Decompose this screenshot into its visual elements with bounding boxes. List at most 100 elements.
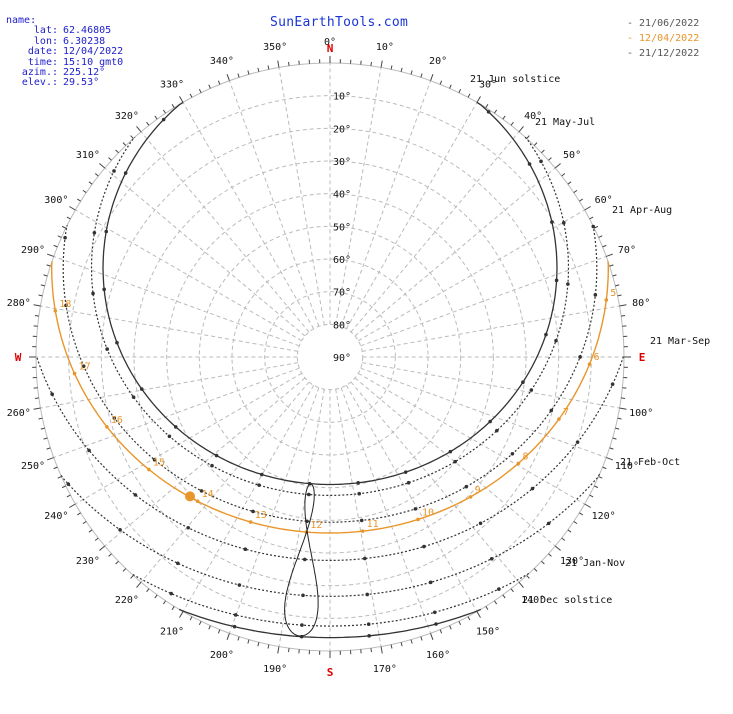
azimuth-tick (430, 73, 434, 81)
azimuth-tick (57, 235, 62, 238)
info-row: lon: 6.30238 (6, 35, 123, 47)
azimuth-spoke (140, 381, 310, 583)
azimuth-tick (288, 648, 290, 653)
azimuth-tick (154, 115, 158, 120)
azimuth-label: 70° (618, 245, 636, 256)
azimuth-tick (548, 157, 552, 161)
azimuth-tick (94, 537, 99, 541)
hour-marker (550, 220, 554, 224)
azimuth-tick (615, 427, 620, 430)
azimuth-tick (88, 529, 93, 533)
hour-marker (360, 529, 365, 533)
hour-label: 9 (475, 485, 481, 496)
azimuth-spoke (358, 372, 585, 505)
azimuth-spoke (335, 389, 382, 647)
hour-marker (167, 434, 172, 439)
hour-marker (428, 580, 433, 585)
azimuth-tick (82, 520, 87, 525)
hour-label: 11 (367, 519, 379, 530)
azimuth-label: 330° (160, 79, 184, 90)
hour-marker (105, 425, 109, 429)
azimuth-label: 130° (560, 556, 584, 567)
hour-marker (301, 593, 305, 598)
hour-marker (176, 561, 180, 566)
azimuth-tick (38, 417, 43, 420)
date-line (130, 572, 530, 627)
hour-marker (131, 395, 136, 399)
hour-marker (259, 472, 264, 477)
azimuth-tick (390, 644, 393, 649)
azimuth-spoke (340, 387, 432, 634)
azimuth-tick (584, 206, 591, 211)
azimuth-spoke (278, 389, 325, 647)
hour-marker (510, 451, 515, 456)
azimuth-tick (518, 126, 524, 133)
azimuth-tick (115, 560, 119, 565)
current-sun-marker (185, 491, 196, 502)
azimuth-tick (410, 70, 413, 75)
azimuth-label: 80° (632, 298, 650, 309)
azimuth-label: 160° (426, 650, 450, 661)
azimuth-tick (88, 181, 93, 185)
azimuth-spoke (104, 167, 306, 337)
hour-marker (448, 449, 453, 454)
info-row: azim.: 225.12° (6, 67, 123, 78)
azimuth-tick (122, 142, 127, 146)
azimuth-tick (617, 417, 622, 420)
elevation-label: 60° (333, 255, 351, 266)
azimuth-tick (612, 274, 617, 277)
azimuth-tick (53, 244, 58, 248)
azimuth-tick (162, 109, 167, 114)
azimuth-tick (561, 537, 566, 541)
hour-marker (81, 364, 86, 368)
hour-marker (251, 509, 255, 514)
azimuth-tick (66, 494, 71, 498)
date-line (36, 356, 624, 561)
azimuth-label: 140° (521, 595, 545, 606)
azimuth-tick (99, 545, 106, 551)
azimuth-tick (619, 304, 627, 307)
hour-label: 8 (522, 451, 528, 462)
azimuth-tick (410, 639, 413, 644)
hour-marker (413, 507, 418, 511)
azimuth-tick (458, 621, 462, 626)
cardinal-label: N (327, 42, 334, 55)
info-row: lat: 62.46805 (6, 25, 123, 36)
hour-marker (587, 362, 592, 366)
azimuth-spoke (362, 305, 620, 352)
azimuth-label: 40° (524, 111, 542, 122)
date-line (62, 225, 598, 523)
azimuth-tick (267, 65, 270, 70)
azimuth-tick (420, 73, 423, 78)
azimuth-spoke (350, 381, 520, 583)
elevation-ring (166, 193, 494, 521)
info-key: elev.: (21, 77, 58, 89)
info-key: lon: (33, 35, 58, 47)
hour-marker (105, 347, 109, 351)
azimuth-tick (226, 73, 230, 81)
brand-title: SunEarthTools.com (270, 15, 409, 30)
azimuth-tick (439, 629, 443, 634)
azimuth-tick (598, 235, 603, 238)
info-value: 12/04/2022 (63, 46, 124, 58)
hour-marker (233, 613, 238, 617)
azimuth-tick (46, 253, 54, 257)
azimuth-spoke (278, 67, 325, 325)
hour-marker (464, 484, 469, 489)
hour-marker (50, 392, 54, 397)
hour-marker (546, 521, 551, 526)
info-row: date: 12/04/2022 (6, 46, 124, 58)
azimuth-tick (130, 135, 134, 139)
hour-marker (557, 417, 561, 421)
hour-label: 7 (563, 407, 569, 418)
azimuth-tick (69, 206, 76, 211)
azimuth-tick (136, 581, 142, 588)
azimuth-tick (518, 581, 524, 588)
azimuth-tick (579, 198, 583, 202)
elevation-ring (296, 323, 364, 391)
azimuth-tick (226, 633, 230, 641)
azimuth-tick (609, 264, 614, 267)
azimuth-tick (179, 96, 184, 103)
azimuth-tick (370, 61, 372, 66)
azimuth-tick (449, 84, 452, 89)
